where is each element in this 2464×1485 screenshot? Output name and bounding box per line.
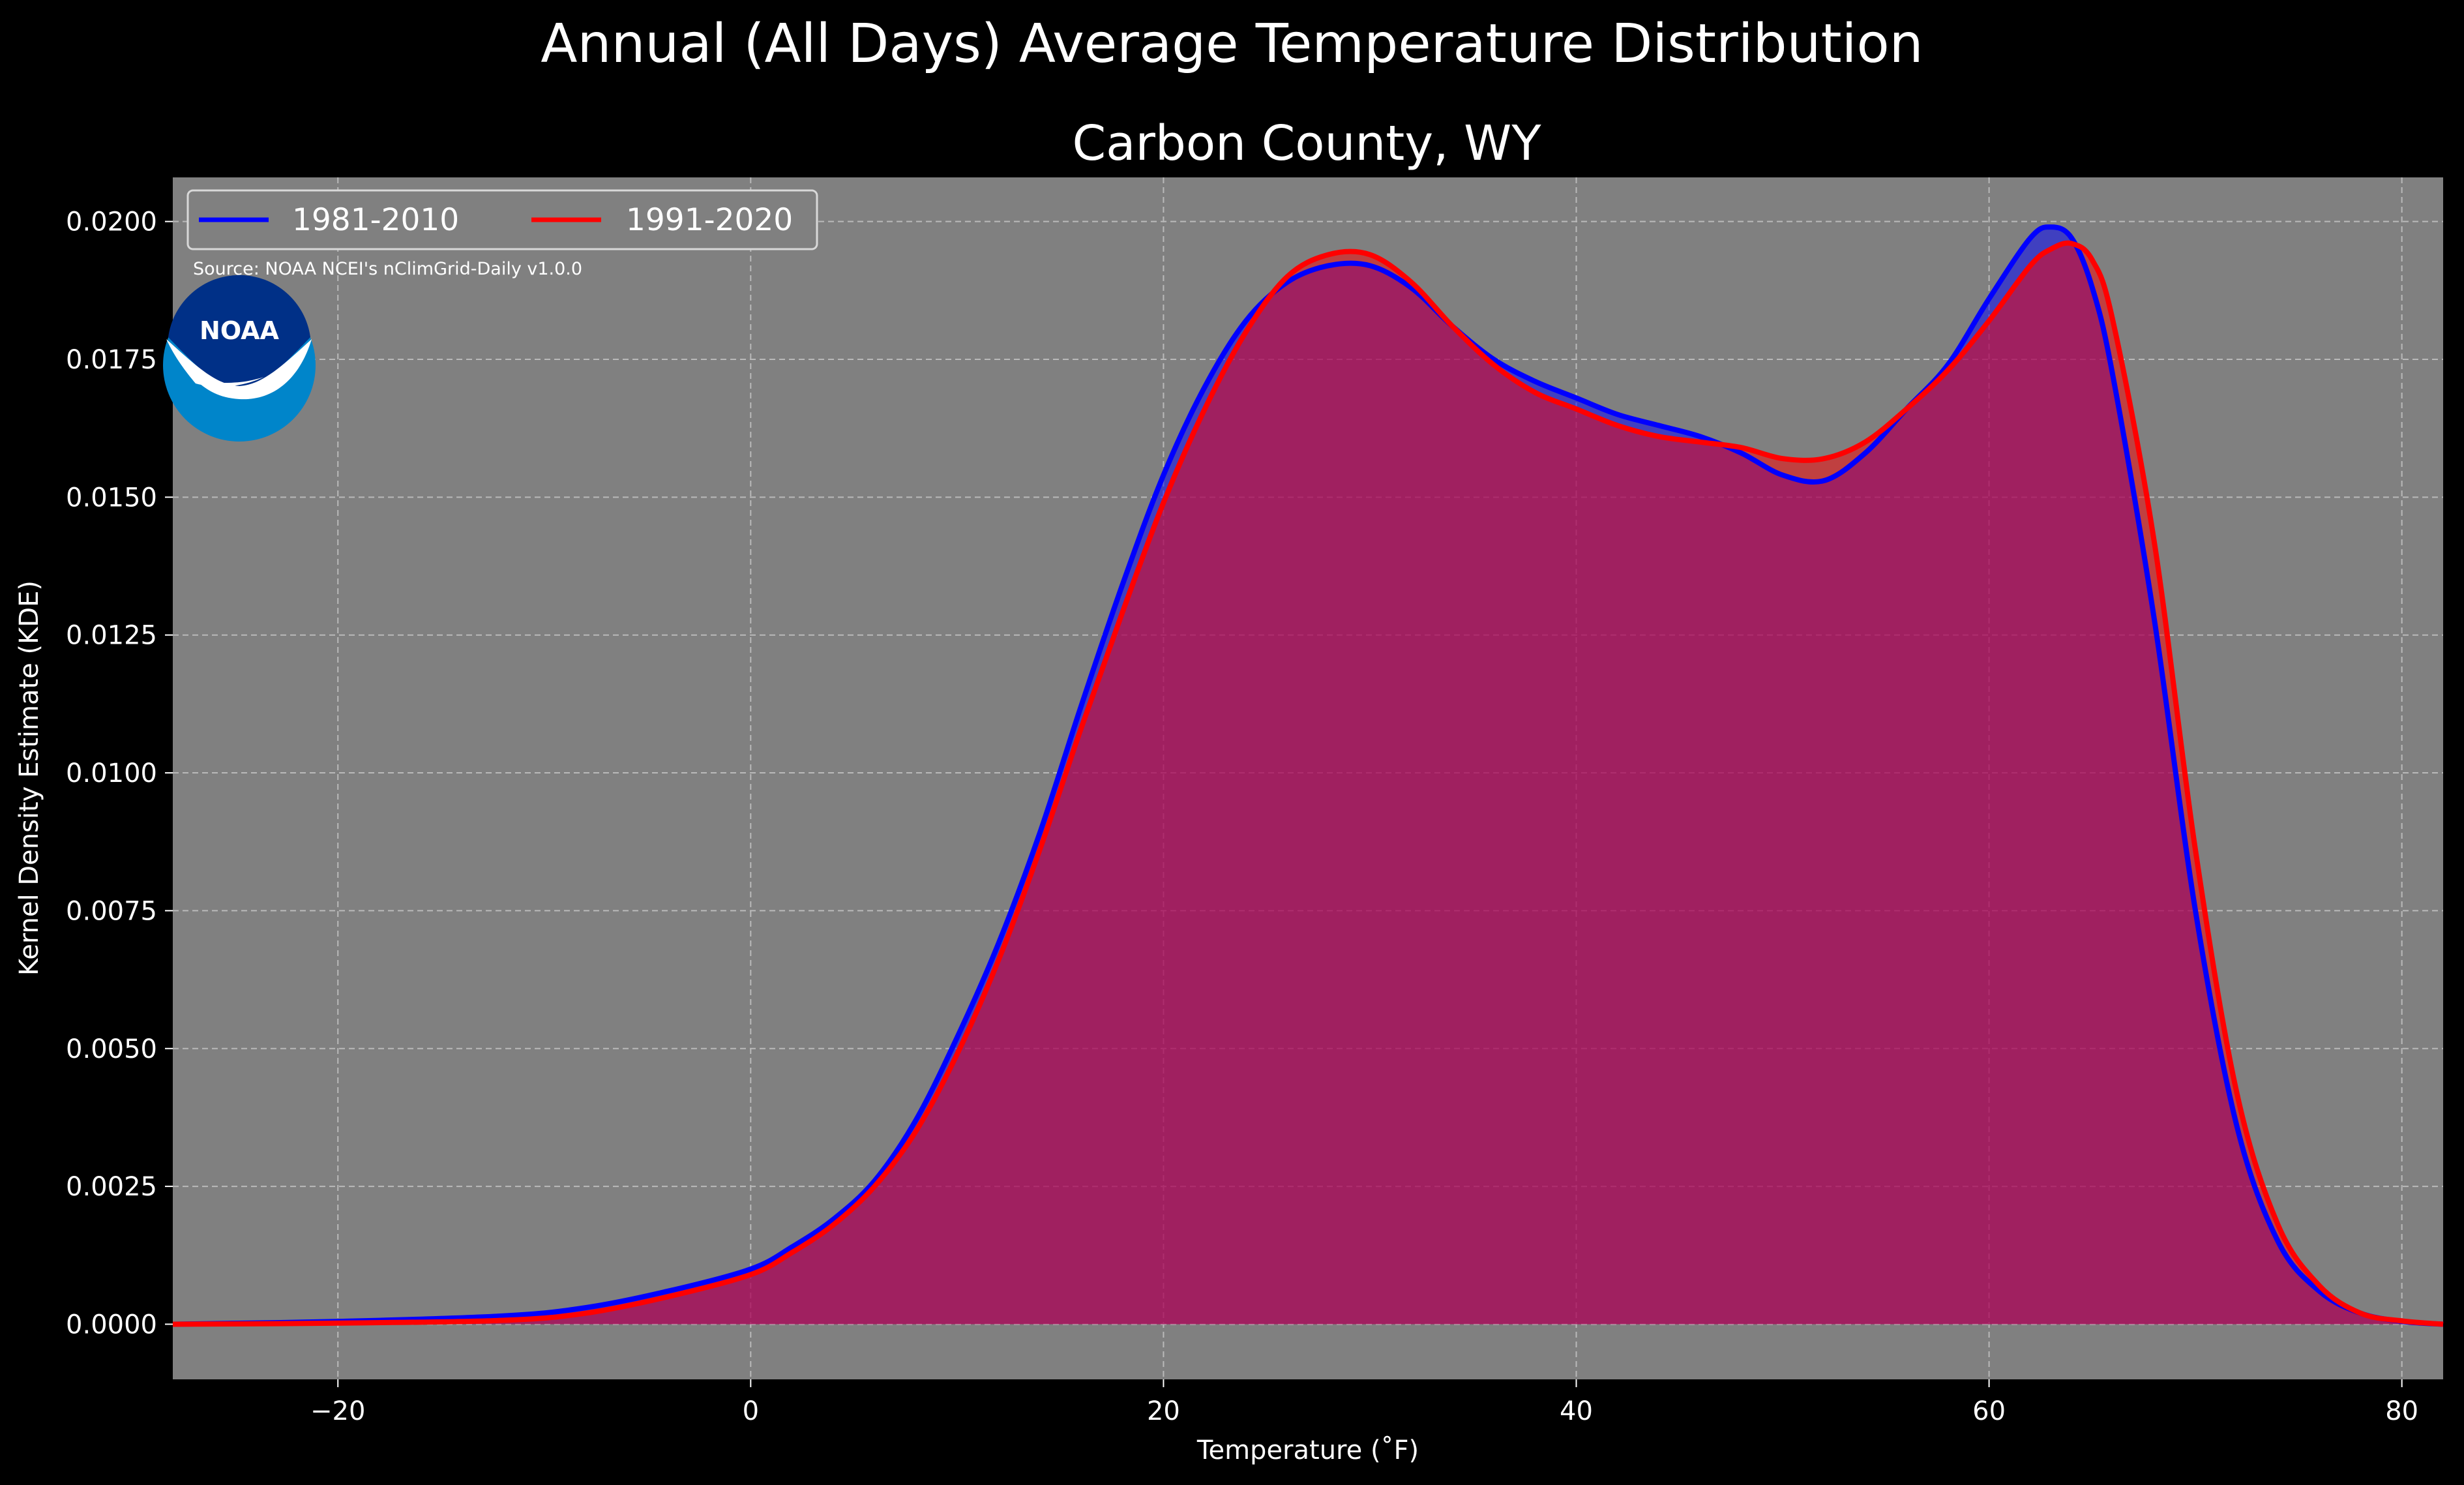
x-tick-label: 80 (2385, 1396, 2418, 1426)
y-tick-label: 0.0200 (66, 207, 157, 237)
source-note: Source: NOAA NCEI's nClimGrid-Daily v1.0… (193, 259, 582, 279)
noaa-logo: NOAA (163, 275, 316, 442)
legend-label-1981-2010: 1981-2010 (292, 202, 459, 238)
y-axis: 0.0000 0.0025 0.0050 0.0075 0.0100 0.0125 0.01… (66, 207, 173, 1340)
noaa-logo-upper (168, 275, 310, 388)
y-tick-label: 0.0100 (66, 758, 157, 788)
x-tick-label: 20 (1147, 1396, 1180, 1426)
y-tick-label: 0.0000 (66, 1310, 157, 1340)
area-1991-2020 (173, 243, 2443, 1325)
legend-label-1991-2020: 1991-2020 (626, 202, 793, 238)
x-tick-label: 40 (1560, 1396, 1593, 1426)
density-fills (173, 227, 2443, 1325)
line-1991-2020 (172, 240, 2444, 1327)
x-axis: −20 0 20 40 60 80 (310, 1379, 2418, 1426)
line-1981-2010 (172, 224, 2444, 1327)
density-lines (172, 224, 2444, 1327)
noaa-logo-gull-icon (166, 339, 312, 400)
y-axis-label: Kernel Density Estimate (KDE) (14, 580, 44, 976)
chart-title: Carbon County, WY (1072, 115, 1541, 172)
noaa-logo-text: NOAA (200, 316, 279, 345)
y-tick-label: 0.0150 (66, 483, 157, 513)
x-tick-label: −20 (310, 1396, 365, 1426)
legend-frame (186, 189, 818, 250)
legend: 1981-2010 1991-2020 (186, 189, 818, 250)
y-tick-label: 0.0050 (66, 1034, 157, 1064)
x-tick-label: 60 (1972, 1396, 2006, 1426)
y-tick-label: 0.0025 (66, 1172, 157, 1202)
y-tick-label: 0.0075 (66, 896, 157, 926)
figure-title: Annual (All Days) Average Temperature Di… (541, 13, 1923, 75)
y-tick-label: 0.0125 (66, 621, 157, 651)
y-tick-label: 0.0175 (66, 345, 157, 375)
x-axis-label: Temperature (˚F) (1196, 1435, 1419, 1465)
x-tick-label: 0 (743, 1396, 759, 1426)
